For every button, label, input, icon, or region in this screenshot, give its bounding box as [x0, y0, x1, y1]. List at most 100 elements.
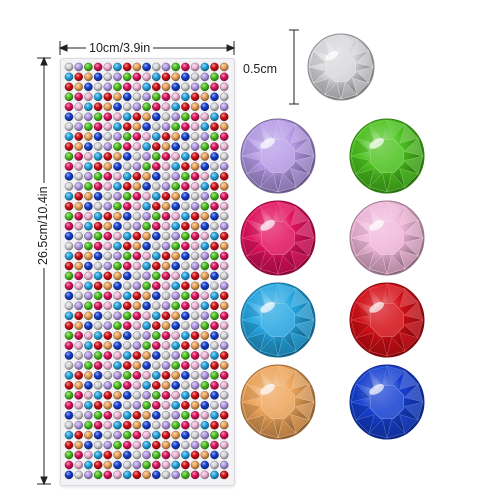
sheet-rhinestone — [103, 122, 113, 131]
sheet-rhinestone — [122, 420, 132, 430]
sheet-rhinestone — [64, 301, 74, 311]
sheet-rhinestone — [74, 470, 84, 480]
sheet-rhinestone — [200, 361, 210, 370]
sheet-rhinestone — [103, 221, 113, 231]
sheet-rhinestone — [219, 251, 229, 261]
sheet-rhinestone — [152, 420, 161, 430]
sheet-rhinestone — [200, 182, 210, 191]
sheet-rhinestone — [200, 241, 210, 251]
sheet-rhinestone — [171, 261, 180, 271]
sheet-rhinestone — [64, 241, 74, 251]
sheet-rhinestone — [113, 301, 122, 311]
sheet-rhinestone — [200, 251, 210, 261]
sheet-rhinestone — [64, 291, 74, 301]
sheet-rhinestone — [64, 361, 74, 370]
sheet-rhinestone — [113, 351, 122, 360]
sheet-rhinestone — [161, 281, 171, 291]
sheet-rhinestone — [132, 341, 142, 350]
sheet-rhinestone — [181, 301, 190, 311]
sheet-rhinestone — [113, 251, 122, 261]
sheet-rhinestone — [181, 92, 190, 102]
sheet-rhinestone — [64, 400, 74, 410]
sheet-rhinestone — [190, 201, 200, 211]
sheet-rhinestone — [210, 191, 219, 201]
sheet-rhinestone — [113, 221, 122, 231]
sheet-rhinestone — [219, 291, 229, 301]
sheet-rhinestone — [219, 390, 229, 400]
sheet-rhinestone — [210, 142, 219, 151]
sheet-rhinestone — [74, 281, 84, 291]
sheet-rhinestone — [219, 231, 229, 241]
sheet-rhinestone — [103, 211, 113, 221]
sheet-rhinestone — [210, 331, 219, 340]
sheet-rhinestone — [210, 440, 219, 450]
sheet-rhinestone — [219, 82, 229, 92]
sheet-rhinestone — [74, 450, 84, 460]
sheet-rhinestone — [171, 162, 180, 171]
sheet-rhinestone — [142, 321, 151, 331]
sheet-rhinestone — [103, 162, 113, 171]
sheet-rhinestone — [132, 410, 142, 420]
sheet-rhinestone — [64, 460, 74, 470]
sheet-rhinestone — [200, 162, 210, 171]
sheet-rhinestone — [74, 341, 84, 350]
sheet-rhinestone — [190, 251, 200, 261]
sheet-rhinestone — [132, 72, 142, 82]
sheet-rhinestone — [161, 122, 171, 131]
sheet-rhinestone — [161, 92, 171, 102]
sheet-rhinestone — [93, 420, 103, 430]
sheet-rhinestone — [84, 400, 93, 410]
sheet-rhinestone — [210, 92, 219, 102]
sheet-rhinestone — [210, 371, 219, 380]
sheet-rhinestone — [74, 420, 84, 430]
sheet-rhinestone — [113, 420, 122, 430]
sheet-rhinestone — [200, 381, 210, 390]
sheet-rhinestone — [200, 341, 210, 350]
sheet-rhinestone — [219, 191, 229, 201]
sheet-rhinestone — [181, 450, 190, 460]
sheet-rhinestone — [152, 211, 161, 221]
sheet-rhinestone — [93, 132, 103, 141]
sheet-rhinestone — [210, 450, 219, 460]
sheet-rhinestone — [219, 92, 229, 102]
sheet-rhinestone — [103, 172, 113, 181]
sheet-rhinestone — [152, 470, 161, 480]
sheet-rhinestone — [152, 221, 161, 231]
sheet-rhinestone — [74, 361, 84, 370]
sheet-rhinestone — [132, 281, 142, 291]
sheet-rhinestone — [161, 450, 171, 460]
sheet-rhinestone — [93, 102, 103, 112]
sheet-rhinestone — [152, 381, 161, 390]
sheet-rhinestone — [103, 410, 113, 420]
sheet-rhinestone — [64, 420, 74, 430]
sheet-rhinestone — [181, 371, 190, 380]
sheet-rhinestone — [64, 261, 74, 271]
sheet-rhinestone — [84, 112, 93, 122]
sheet-rhinestone — [122, 162, 132, 171]
sheet-rhinestone — [171, 311, 180, 321]
sheet-rhinestone — [93, 122, 103, 131]
sheet-rhinestone — [181, 271, 190, 281]
sheet-rhinestone — [200, 351, 210, 360]
sheet-rhinestone — [190, 420, 200, 430]
sheet-rhinestone — [190, 390, 200, 400]
sheet-rhinestone — [122, 182, 132, 191]
sheet-rhinestone — [152, 410, 161, 420]
sheet-rhinestone — [122, 440, 132, 450]
sheet-rhinestone — [181, 182, 190, 191]
sheet-rhinestone — [142, 271, 151, 281]
sheet-rhinestone — [103, 241, 113, 251]
sheet-rhinestone — [122, 351, 132, 360]
sheet-rhinestone — [210, 311, 219, 321]
sheet-rhinestone — [161, 231, 171, 241]
sheet-rhinestone — [171, 301, 180, 311]
sheet-rhinestone — [93, 112, 103, 122]
sheet-rhinestone — [200, 410, 210, 420]
sheet-rhinestone — [161, 460, 171, 470]
sheet-rhinestone — [132, 381, 142, 390]
sheet-rhinestone — [103, 351, 113, 360]
sheet-rhinestone — [190, 231, 200, 241]
sheet-rhinestone — [113, 450, 122, 460]
sheet-rhinestone — [200, 400, 210, 410]
sheet-rhinestone — [161, 381, 171, 390]
